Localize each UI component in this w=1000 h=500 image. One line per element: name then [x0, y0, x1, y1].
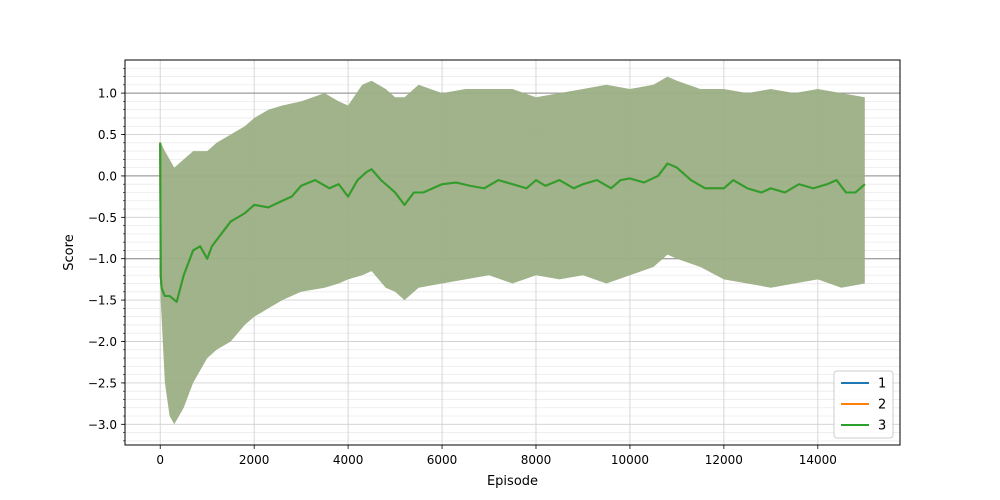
y-tick-label: −1.5 — [88, 294, 117, 308]
y-tick-label: −3.0 — [88, 418, 117, 432]
x-tick-label: 0 — [156, 453, 164, 467]
plot-frame — [124, 59, 901, 446]
y-tick-label: −1.0 — [88, 252, 117, 266]
y-tick-label: −2.0 — [88, 335, 117, 349]
confidence-band — [160, 76, 865, 425]
y-tick-label: −2.5 — [88, 376, 117, 390]
x-tick-label: 14000 — [799, 453, 837, 467]
x-tick-label: 12000 — [705, 453, 743, 467]
x-tick-label: 4000 — [333, 453, 364, 467]
y-tick-label: 0.0 — [98, 169, 117, 183]
legend: 1 2 3 — [833, 370, 894, 439]
series-lines — [159, 142, 866, 303]
x-axis-label: Episode — [487, 474, 538, 489]
band-area — [160, 76, 865, 425]
x-axis-ticks: 0 2000 4000 6000 8000 10000 12000 14000 — [156, 445, 837, 467]
y-tick-label: 1.0 — [98, 87, 117, 101]
x-tick-label: 6000 — [427, 453, 458, 467]
legend-label-1: 1 — [878, 377, 886, 392]
series-line-3 — [159, 142, 866, 303]
x-tick-label: 8000 — [521, 453, 552, 467]
x-tick-label: 2000 — [239, 453, 270, 467]
y-tick-label: 0.5 — [98, 128, 117, 142]
y-axis-label: Score — [62, 234, 77, 270]
x-tick-label: 10000 — [611, 453, 649, 467]
legend-label-2: 2 — [878, 398, 886, 413]
y-axis-ticks: −3.0 −2.5 −2.0 −1.5 −1.0 −0.5 0.0 0.5 1.0 — [88, 67, 125, 442]
y-tick-label: −0.5 — [88, 211, 117, 225]
legend-label-3: 3 — [878, 419, 886, 434]
